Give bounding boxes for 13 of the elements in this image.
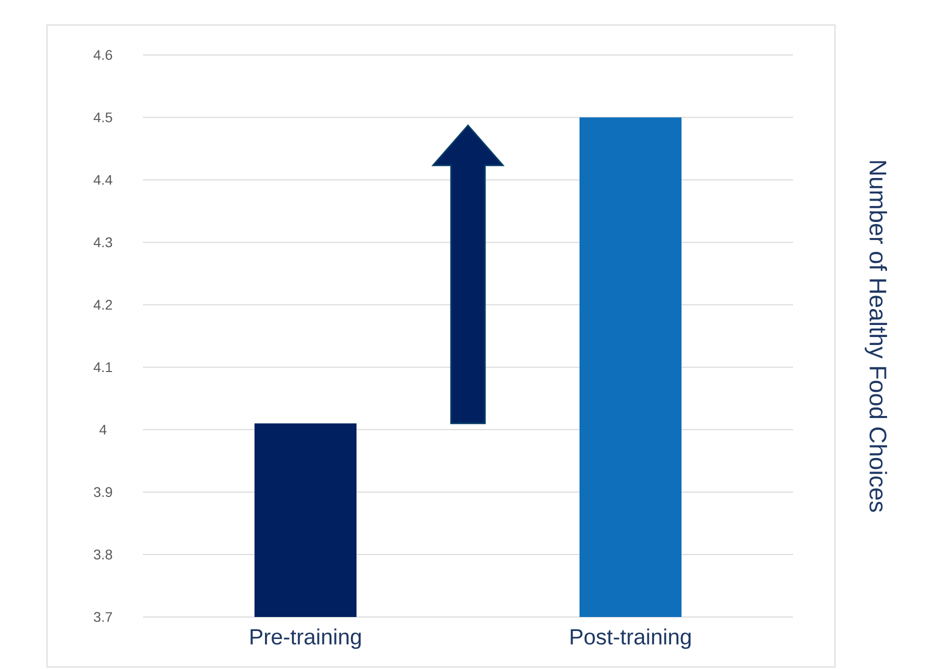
- y-tick-label: 3.7: [94, 612, 112, 622]
- y-tick-label: 4.2: [94, 300, 112, 310]
- x-tick-label: Post-training: [570, 628, 691, 649]
- y-tick-label: 4: [99, 424, 106, 434]
- y-tick-label: 4.3: [94, 237, 112, 248]
- y-axis-title: Number of Healthy Food Choices: [864, 161, 888, 512]
- y-tick-label: 4.6: [94, 50, 112, 60]
- y-tick-label: 3.8: [94, 550, 112, 560]
- y-tick-label: 3.9: [94, 487, 112, 498]
- y-tick-label: 4.1: [94, 362, 112, 372]
- y-tick-label: 4.4: [94, 175, 112, 185]
- y-tick-label: 4.5: [94, 112, 112, 122]
- x-tick-label: Pre-training: [250, 628, 361, 649]
